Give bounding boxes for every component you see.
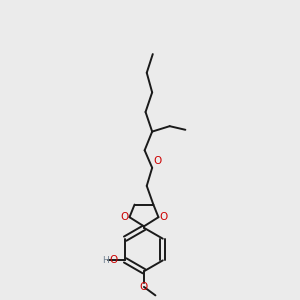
Text: O: O xyxy=(153,156,162,166)
Text: O: O xyxy=(140,282,148,292)
Text: H: H xyxy=(103,256,109,265)
Text: O: O xyxy=(160,212,168,222)
Text: O: O xyxy=(120,212,128,222)
Text: O: O xyxy=(109,255,117,266)
